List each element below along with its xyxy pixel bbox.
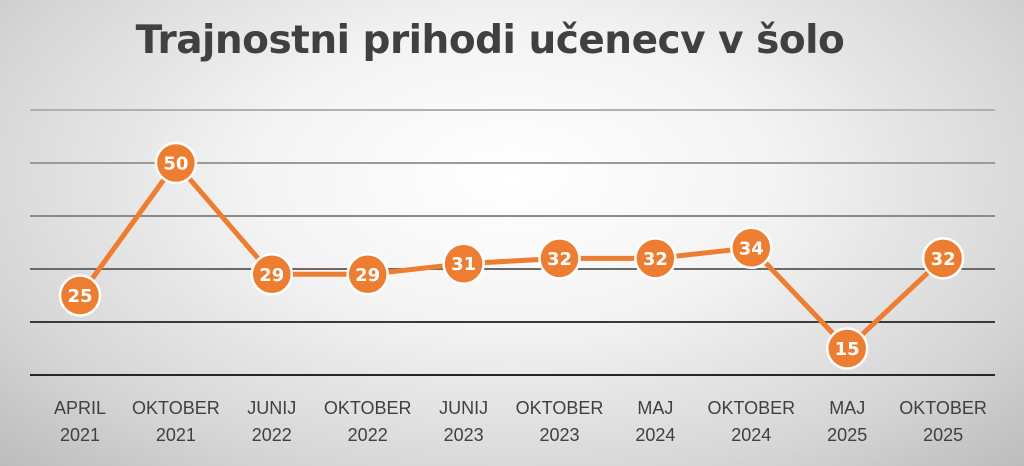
x-tick-label: JUNIJ 2023 <box>439 398 488 445</box>
chart-title: Trajnostni prihodi učenecv v šolo <box>135 18 845 63</box>
x-tick-label: APRIL 2021 <box>54 398 106 445</box>
x-tick-label: OKTOBER 2023 <box>516 398 604 445</box>
data-label: 29 <box>355 265 380 286</box>
x-axis-ticks: APRIL 2021 OKTOBER 2021 JUNIJ 2022 OKTOBER 2022… <box>54 398 987 445</box>
data-point-marker <box>250 253 294 296</box>
data-label: 31 <box>451 254 476 275</box>
x-tick-label: OKTOBER 2022 <box>324 398 412 445</box>
data-point: 32 <box>634 237 677 280</box>
data-point-marker <box>346 253 389 296</box>
series-line <box>77 160 946 351</box>
data-point-marker <box>730 226 773 270</box>
data-point-marker <box>921 237 965 280</box>
data-point: 25 <box>58 274 102 317</box>
data-label: 29 <box>259 265 284 286</box>
data-point-marker <box>538 237 581 280</box>
data-point-marker <box>58 274 102 317</box>
x-tick-label: OKTOBER 2021 <box>132 398 220 445</box>
data-point: 32 <box>921 237 965 280</box>
data-point: 34 <box>730 226 773 270</box>
data-point: 29 <box>346 253 389 296</box>
data-label: 32 <box>547 249 572 270</box>
data-point-marker <box>634 237 677 280</box>
data-label: 32 <box>931 249 956 270</box>
data-point-marker <box>154 141 198 185</box>
data-label: 15 <box>835 339 860 360</box>
data-point-marker <box>442 242 485 285</box>
x-tick-label: MAJ 2024 <box>635 398 675 445</box>
data-point: 15 <box>825 327 869 370</box>
data-label: 25 <box>67 286 92 307</box>
data-markers: 25 50 29 29 31 32 32 34 15 32 <box>58 141 965 370</box>
data-point-marker <box>825 327 869 370</box>
data-point: 32 <box>538 237 581 280</box>
x-tick-label: OKTOBER 2025 <box>899 398 987 445</box>
data-label: 32 <box>643 249 668 270</box>
data-point: 29 <box>250 253 294 296</box>
x-tick-label: OKTOBER 2024 <box>707 398 795 445</box>
x-tick-label: MAJ 2025 <box>827 398 867 445</box>
data-label: 34 <box>739 238 764 259</box>
data-point: 31 <box>442 242 485 285</box>
data-label: 50 <box>163 154 188 175</box>
data-point: 50 <box>154 141 198 185</box>
x-tick-label: JUNIJ 2022 <box>247 398 296 445</box>
series-line-group <box>77 160 946 351</box>
